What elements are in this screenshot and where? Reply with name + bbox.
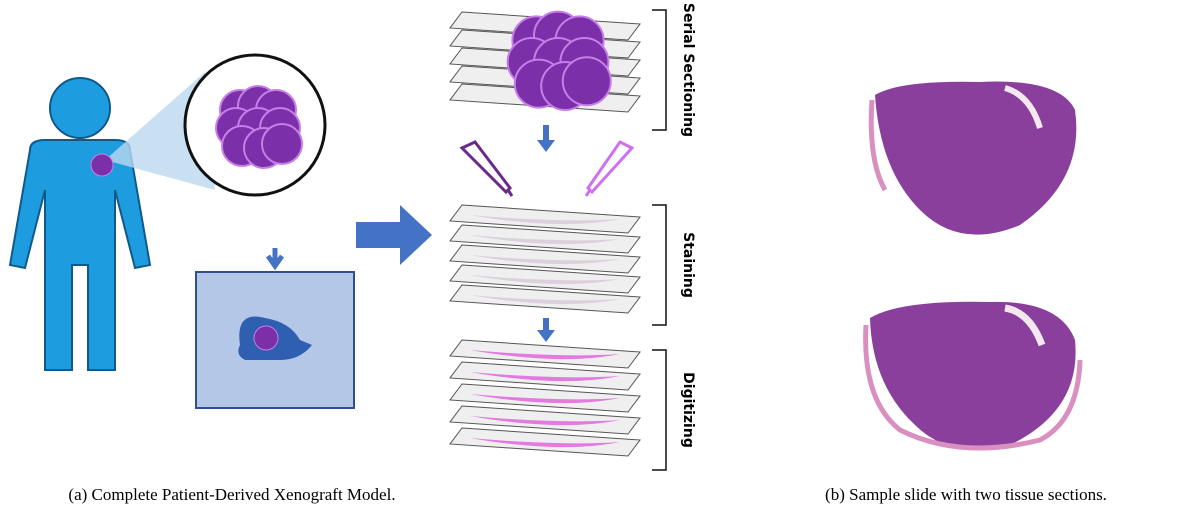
slide [449, 339, 641, 369]
step-label: Staining [680, 232, 696, 298]
tissue-section [863, 301, 1083, 451]
section [470, 372, 620, 382]
slide [449, 405, 641, 435]
tumor [90, 153, 114, 177]
slide [449, 361, 641, 391]
cell-cluster [506, 10, 612, 111]
section [470, 295, 620, 305]
patient-figure [8, 77, 152, 371]
section [470, 350, 620, 360]
cell [261, 123, 303, 165]
bracket [652, 9, 667, 471]
arrow [537, 140, 555, 152]
step-label: Serial Sectioning [680, 3, 696, 137]
cell [561, 56, 612, 107]
slide [449, 383, 641, 413]
dropper [459, 140, 514, 197]
dropper [584, 140, 635, 197]
section [470, 394, 620, 404]
slide [449, 244, 641, 274]
slide [449, 264, 641, 294]
slide [449, 427, 641, 457]
caption: (b) Sample slide with two tissue section… [825, 485, 1107, 504]
slide [449, 284, 641, 314]
arrow [265, 248, 285, 271]
big-arrow [356, 205, 432, 265]
section [470, 235, 620, 245]
tissue-section [868, 81, 1077, 235]
slide [449, 224, 641, 254]
caption: (a) Complete Patient-Derived Xenograft M… [68, 485, 395, 504]
arrow [537, 330, 555, 342]
section [470, 275, 620, 285]
section [470, 215, 620, 225]
section [470, 438, 620, 448]
section [470, 416, 620, 426]
cell-cluster [215, 85, 303, 169]
step-label: Digitizing [680, 372, 696, 448]
section [470, 255, 620, 265]
tumor [253, 325, 279, 351]
slide [449, 204, 641, 234]
